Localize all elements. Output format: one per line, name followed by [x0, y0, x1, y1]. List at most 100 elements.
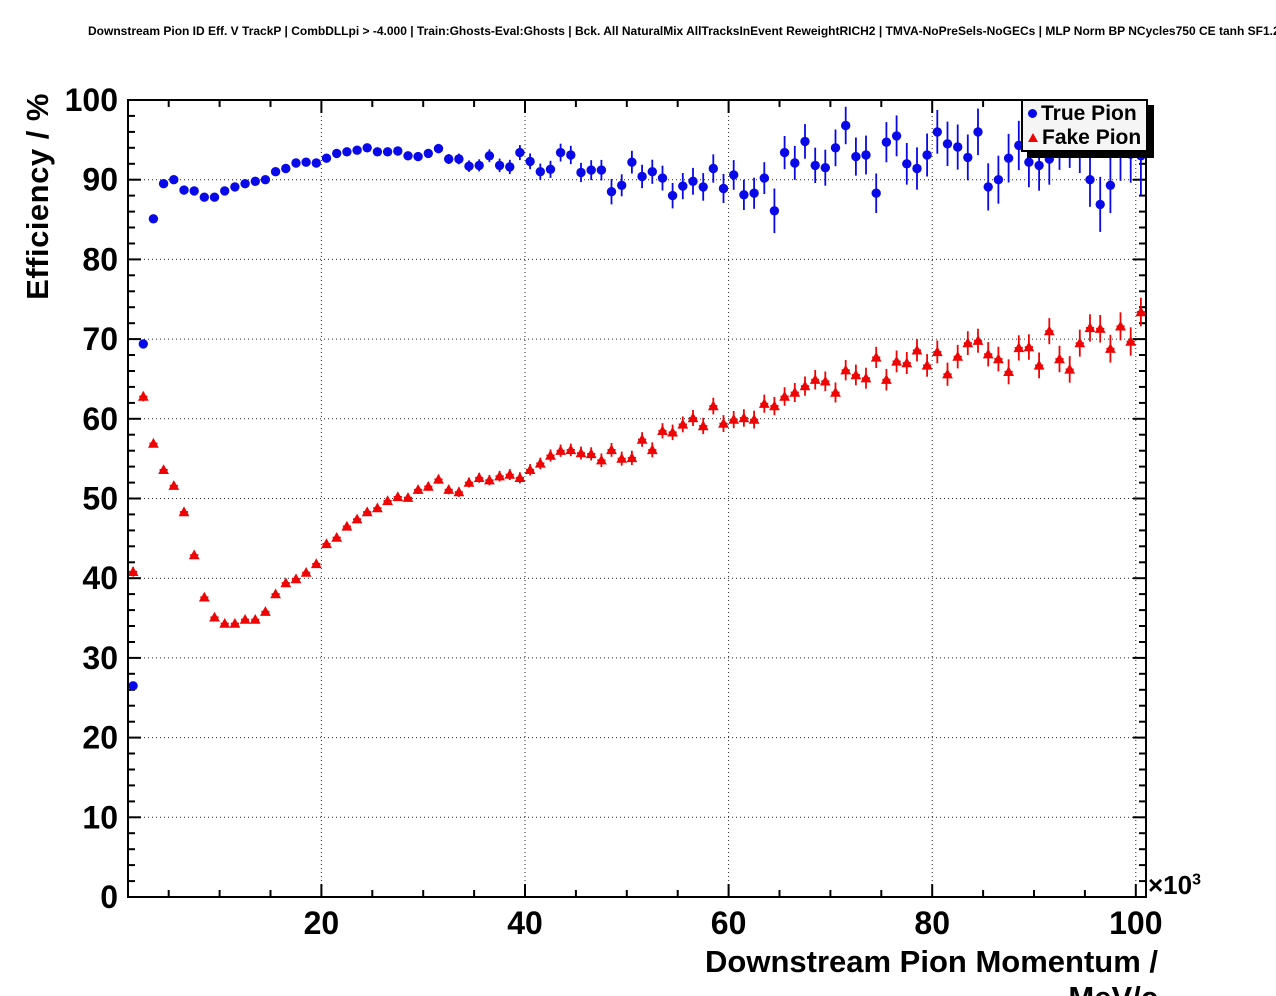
data-point — [911, 344, 923, 355]
data-point — [1074, 337, 1086, 348]
data-point — [616, 453, 628, 463]
data-point — [982, 348, 994, 359]
data-point — [535, 167, 545, 177]
data-point — [178, 506, 190, 517]
data-point — [464, 161, 474, 171]
data-point — [667, 426, 678, 437]
data-point — [382, 147, 393, 157]
data-point — [789, 386, 801, 397]
svg-text:80: 80 — [82, 241, 118, 277]
data-point — [545, 164, 556, 174]
data-point — [310, 558, 322, 569]
data-point — [718, 183, 729, 194]
data-point — [1095, 199, 1105, 210]
data-point — [179, 185, 189, 195]
gridlines — [128, 100, 1146, 897]
data-point — [148, 214, 159, 224]
data-point — [1043, 325, 1055, 336]
legend: True Pion Fake Pion — [1021, 99, 1148, 152]
data-point — [1003, 153, 1014, 163]
data-point — [881, 374, 892, 384]
data-point — [769, 206, 780, 216]
data-point — [942, 139, 953, 149]
data-point — [962, 337, 974, 348]
data-point — [515, 147, 525, 158]
data-point — [331, 532, 343, 542]
axis-ticks — [128, 100, 1146, 897]
data-point — [585, 448, 597, 459]
data-point — [586, 165, 596, 175]
data-point — [454, 154, 464, 164]
data-point — [840, 364, 852, 375]
data-point — [524, 464, 536, 474]
svg-text:20: 20 — [82, 720, 118, 756]
data-point — [1115, 320, 1126, 331]
data-point — [474, 160, 484, 171]
data-point — [444, 154, 454, 164]
data-point — [361, 506, 373, 517]
data-point — [433, 143, 444, 154]
data-point — [392, 491, 404, 502]
data-point — [707, 400, 719, 411]
data-point — [1084, 322, 1096, 333]
x-tick-labels: 20 40 60 80 100 — [304, 905, 1163, 941]
data-point — [290, 573, 302, 584]
data-point — [749, 188, 759, 198]
data-point — [158, 464, 169, 474]
data-point — [270, 588, 281, 599]
data-point — [963, 152, 973, 163]
data-point — [1064, 363, 1076, 374]
data-point — [229, 618, 241, 628]
legend-label: True Pion — [1041, 101, 1137, 125]
data-point — [1003, 366, 1014, 376]
data-point — [728, 414, 740, 424]
svg-text:80: 80 — [914, 905, 950, 941]
data-point — [617, 180, 627, 190]
data-point — [138, 339, 148, 349]
data-point — [810, 160, 820, 171]
data-point — [311, 158, 321, 168]
data-point — [525, 156, 535, 167]
data-point — [342, 147, 352, 157]
data-point — [1085, 175, 1095, 185]
svg-text:30: 30 — [82, 640, 118, 676]
data-point — [1033, 359, 1045, 370]
svg-text:70: 70 — [82, 321, 118, 357]
x-axis-exponent: ×103 — [1148, 870, 1202, 900]
data-point — [993, 353, 1004, 364]
data-point — [321, 153, 332, 163]
svg-text:10: 10 — [82, 799, 118, 835]
data-point — [270, 167, 281, 177]
blue-circle-marker-icon — [1028, 108, 1037, 118]
data-point — [189, 186, 199, 196]
data-point — [596, 454, 607, 465]
data-point — [281, 163, 291, 174]
data-point — [626, 452, 638, 463]
data-point — [748, 414, 760, 424]
data-point — [922, 150, 932, 160]
data-point — [505, 162, 515, 172]
data-point — [555, 445, 566, 455]
data-point — [596, 165, 607, 175]
data-point — [423, 148, 433, 159]
data-point — [402, 492, 414, 502]
svg-text:20: 20 — [304, 905, 340, 941]
data-point — [606, 187, 617, 197]
data-point — [1044, 154, 1055, 164]
data-point — [403, 151, 413, 161]
data-point — [260, 175, 271, 185]
data-point — [819, 375, 831, 386]
legend-entry-true-pion: True Pion — [1028, 101, 1146, 125]
data-point — [555, 147, 566, 158]
data-point — [1023, 341, 1035, 352]
data-point — [1034, 160, 1044, 171]
data-point — [443, 484, 455, 494]
data-point — [1024, 157, 1034, 167]
data-point — [1094, 323, 1106, 333]
data-point — [209, 192, 220, 202]
data-point — [300, 567, 312, 577]
data-point — [637, 171, 647, 182]
data-point — [841, 120, 851, 131]
data-point — [799, 380, 811, 391]
